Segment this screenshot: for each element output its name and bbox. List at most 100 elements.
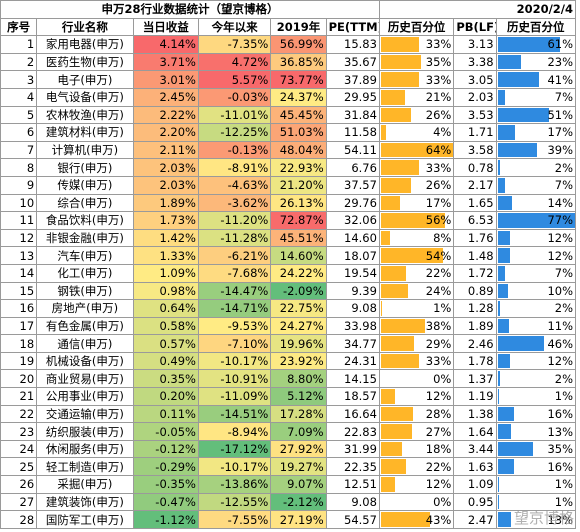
cell: 54.11: [325, 140, 380, 160]
cell: 3.58: [453, 140, 497, 160]
cell: 9.07%: [270, 475, 327, 494]
cell: 26.13%: [270, 193, 327, 213]
cell: 6: [0, 123, 38, 142]
percentile-cell: 46%: [495, 334, 577, 353]
cell: 2.47: [453, 510, 497, 529]
cell: 2.17: [453, 175, 497, 195]
cell: -0.47%: [132, 492, 199, 512]
column-header: 行业名称: [36, 17, 134, 37]
cell: 28: [0, 510, 38, 529]
industry-name: 公用事业(申万): [36, 387, 134, 406]
cell: 27.19%: [270, 510, 327, 529]
data-row: 16 房地产(申万) 0.64% -14.71% 22.75% 9.08 1% 1.28 2%: [0, 299, 577, 318]
cell: 12: [0, 228, 38, 248]
data-row: 24 休闲服务(申万) -0.12% -17.12% 27.92% 31.99 18% 3.4…: [0, 439, 577, 459]
percentile-cell: 23%: [495, 52, 577, 72]
cell: -7.68%: [197, 263, 272, 283]
cell: 24.31: [325, 351, 380, 371]
cell: 29.76: [325, 193, 380, 213]
cell: 18.57: [325, 387, 380, 406]
data-row: 11 食品饮料(申万) 1.73% -11.20% 72.87% 32.06 56% 6.53…: [0, 211, 577, 230]
industry-name: 纺织服装(申万): [36, 422, 134, 441]
percentile-cell: 11%: [495, 316, 577, 336]
cell-text: 13%: [547, 424, 573, 439]
cell: -17.12%: [197, 439, 272, 459]
cell: 9.08: [325, 492, 380, 512]
cell: -10.17%: [197, 351, 272, 371]
data-bar: [497, 265, 505, 281]
cell-text: 24%: [425, 283, 452, 298]
cell: 1: [0, 35, 38, 54]
percentile-cell: 2%: [495, 158, 577, 177]
data-bar: [497, 54, 521, 70]
percentile-cell: 4%: [378, 123, 455, 142]
data-bar: [380, 142, 453, 158]
data-row: 26 采掘(申万) -0.35% -13.86% 9.07% 12.51 12% 1.09 1%: [0, 475, 577, 494]
percentile-cell: 12%: [495, 228, 577, 248]
industry-name: 钢铁(申万): [36, 281, 134, 301]
cell: 1.33%: [132, 246, 199, 265]
percentile-cell: 39%: [495, 140, 577, 160]
industry-name: 非银金融(申万): [36, 228, 134, 248]
percentile-cell: 1%: [495, 475, 577, 494]
cell-text: 0%: [433, 494, 452, 509]
data-bar: [497, 125, 515, 140]
cell: 27: [0, 492, 38, 512]
cell: 11: [0, 211, 38, 230]
cell: -0.12%: [132, 439, 199, 459]
cell: 48.04%: [270, 140, 327, 160]
cell-text: 43%: [425, 512, 452, 527]
cell: 1.19: [453, 387, 497, 406]
cell: 22.93%: [270, 158, 327, 177]
percentile-cell: 33%: [378, 351, 455, 371]
cell-text: 38%: [425, 318, 452, 333]
cell: 16.64: [325, 404, 380, 424]
cell-text: 12%: [547, 354, 573, 369]
cell: 18: [0, 334, 38, 353]
cell: 0.98%: [132, 281, 199, 301]
cell: 37.89: [325, 70, 380, 89]
cell: 15.83: [325, 35, 380, 54]
column-header: 序号: [0, 17, 38, 37]
percentile-cell: 21%: [378, 87, 455, 107]
percentile-cell: 1%: [495, 492, 577, 512]
industry-name: 建筑装饰(申万): [36, 492, 134, 512]
cell-text: 54%: [425, 248, 452, 263]
cell-text: 16%: [547, 459, 573, 474]
cell: -0.05%: [132, 422, 199, 441]
cell: 3: [0, 70, 38, 89]
cell: 1.65: [453, 193, 497, 213]
industry-name: 轻工制造(申万): [36, 457, 134, 477]
cell-text: 1%: [554, 477, 573, 492]
data-bar: [380, 477, 395, 492]
cell: -14.71%: [197, 299, 272, 318]
cell: 2.22%: [132, 105, 199, 125]
cell-text: 23%: [547, 55, 573, 70]
cell: 32.06: [325, 211, 380, 230]
cell: 9.08: [325, 299, 380, 318]
cell: 1.64: [453, 422, 497, 441]
cell: 36.85%: [270, 52, 327, 72]
cell: -11.01%: [197, 105, 272, 125]
cell: 6.53: [453, 211, 497, 230]
data-bar: [497, 213, 575, 228]
percentile-cell: 12%: [495, 246, 577, 265]
cell: 14: [0, 263, 38, 283]
data-bar: [380, 248, 443, 263]
cell: -8.94%: [197, 422, 272, 441]
percentile-cell: 26%: [378, 105, 455, 125]
cell-text: 77%: [547, 213, 573, 228]
data-bar: [380, 107, 411, 123]
cell: 17: [0, 316, 38, 336]
data-row: 25 轻工制造(申万) -0.29% -10.17% 19.27% 22.35 22% 1.6…: [0, 457, 577, 477]
column-header: 当日收益: [132, 17, 199, 37]
cell: -8.91%: [197, 158, 272, 177]
column-header: 历史百分位: [378, 17, 455, 37]
cell: 37.57: [325, 175, 380, 195]
cell: 2.45%: [132, 87, 199, 107]
industry-name: 医药生物(申万): [36, 52, 134, 72]
cell: -2.09%: [270, 281, 327, 301]
cell: 8: [0, 158, 38, 177]
cell: 3.44: [453, 439, 497, 459]
cell: 1.09: [453, 475, 497, 494]
